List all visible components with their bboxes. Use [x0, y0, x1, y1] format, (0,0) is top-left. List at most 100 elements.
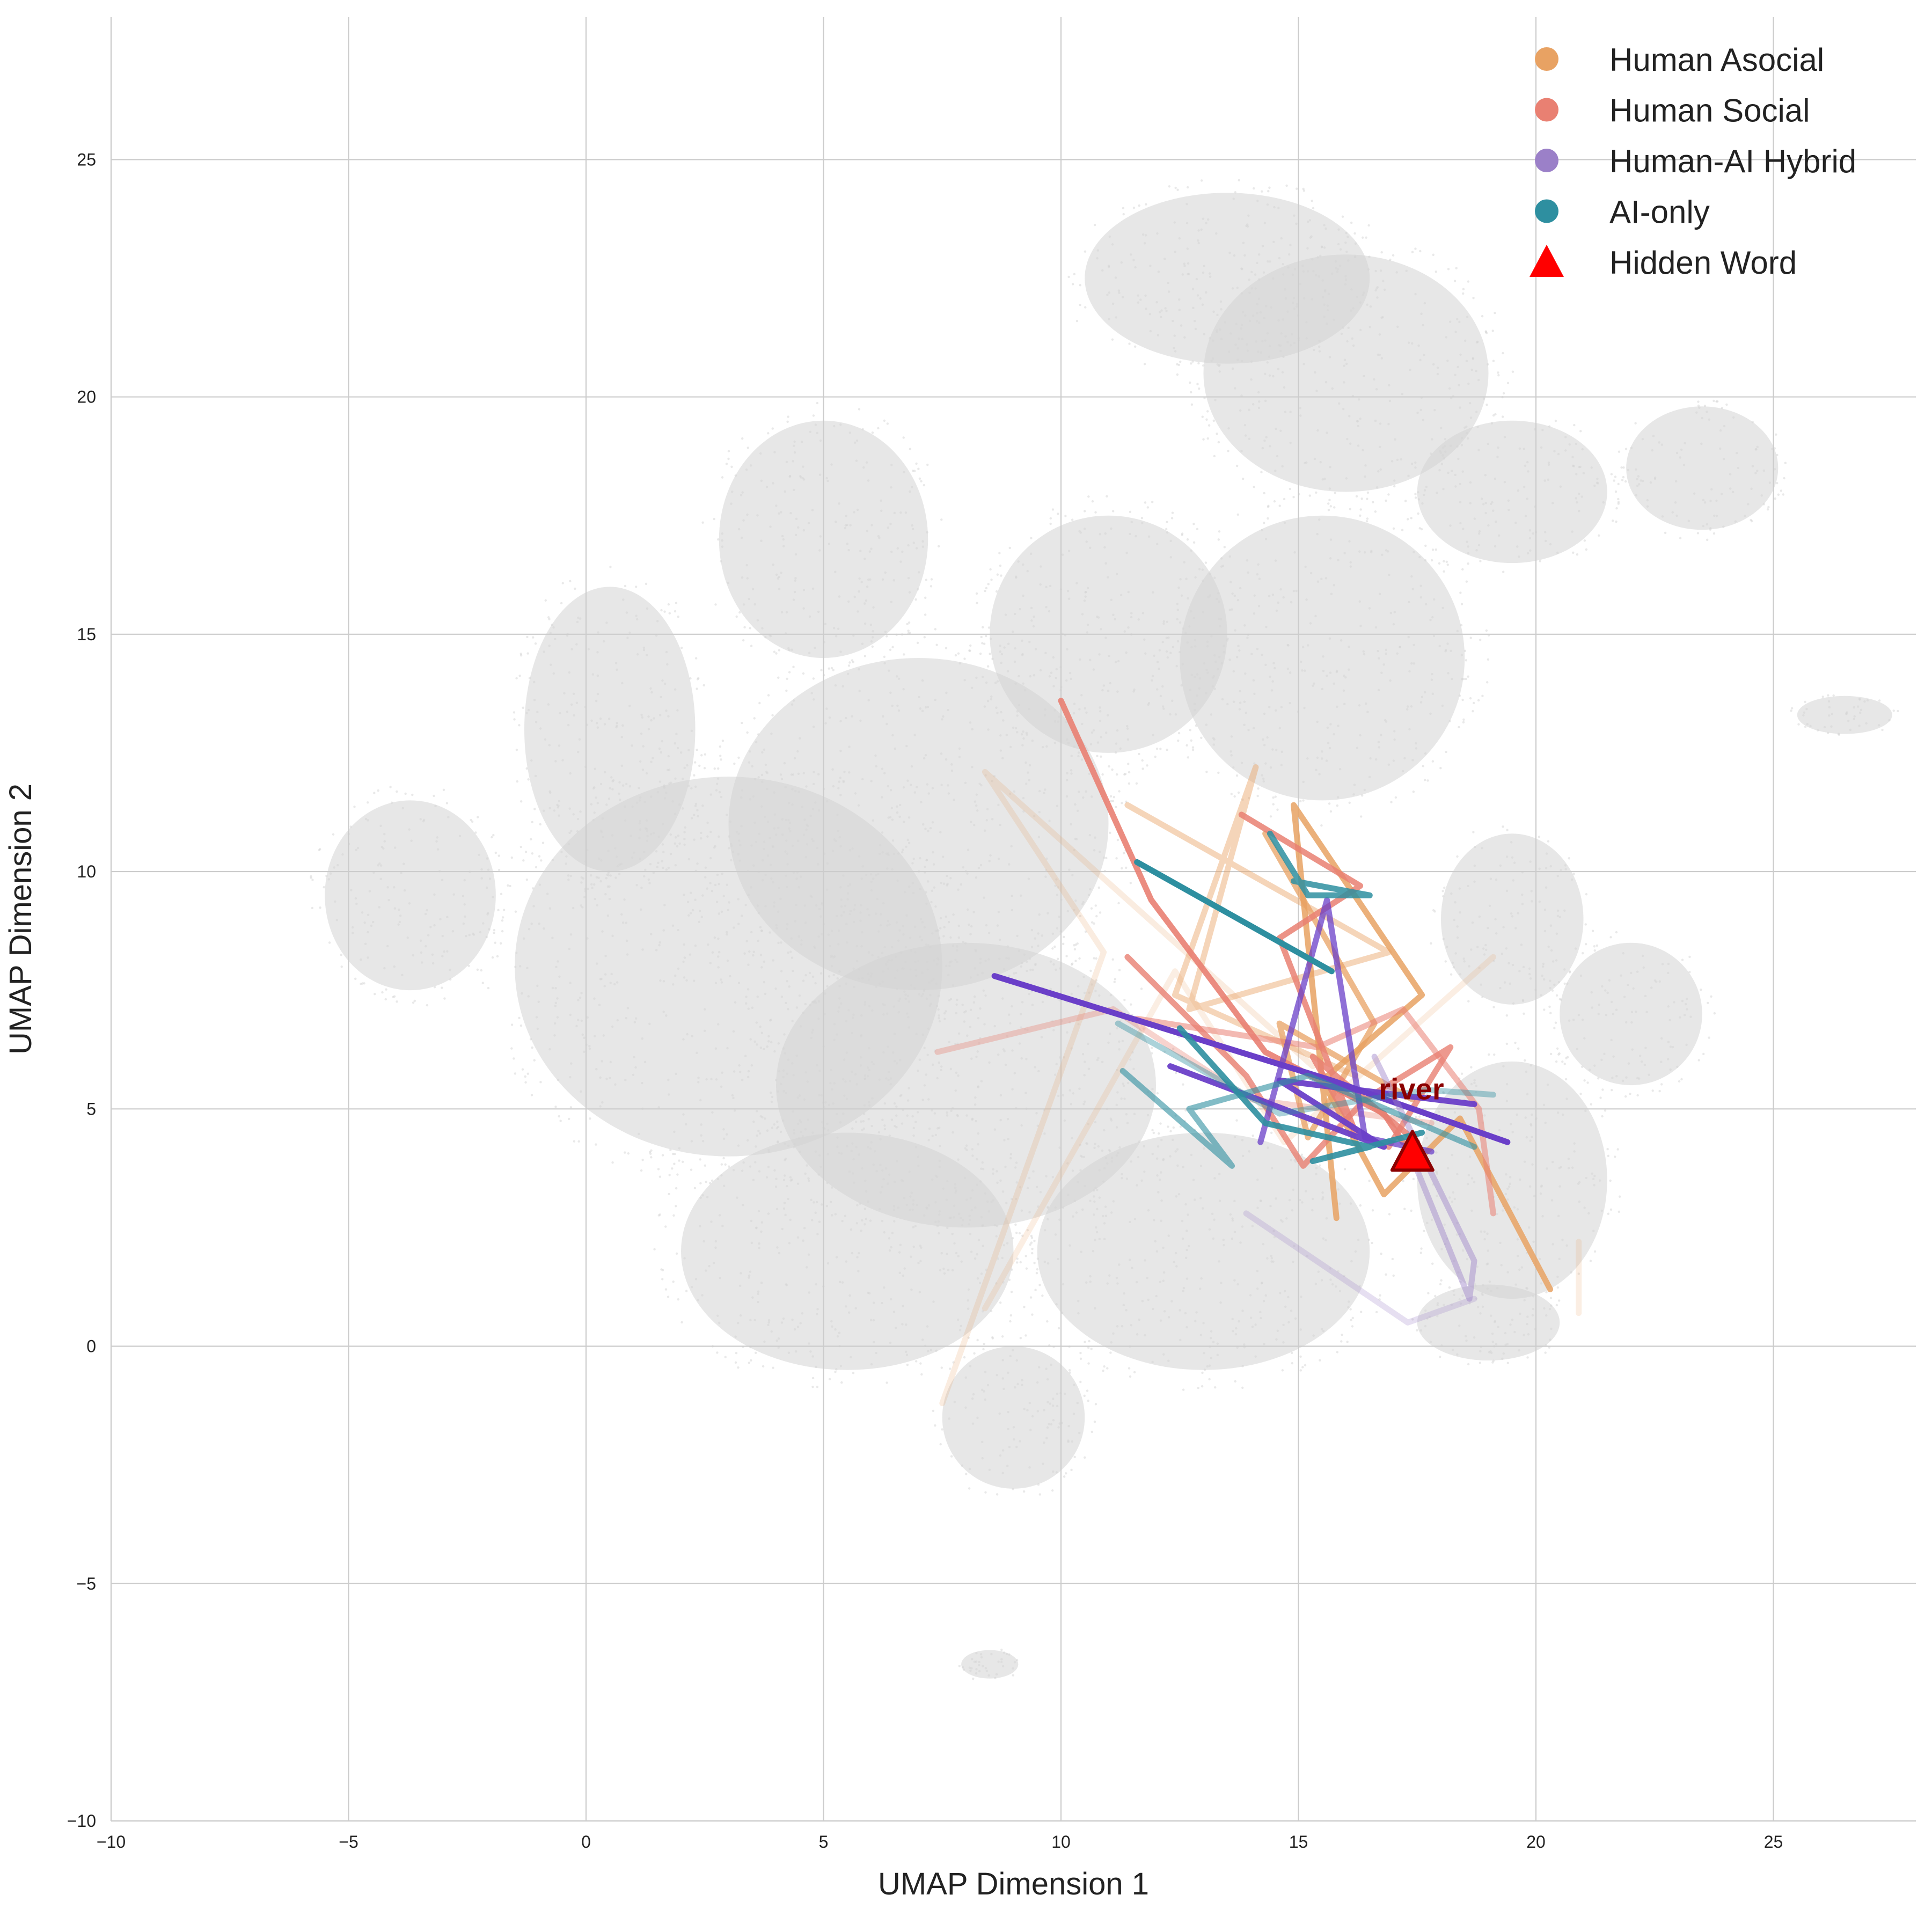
background-point — [848, 1294, 851, 1297]
background-point — [1079, 284, 1081, 287]
background-point — [1019, 1336, 1022, 1340]
background-point — [757, 776, 760, 779]
background-point — [1144, 1259, 1146, 1262]
background-point — [1481, 694, 1484, 698]
background-point — [806, 1266, 808, 1269]
background-point — [532, 905, 535, 908]
background-point — [709, 882, 712, 884]
background-point — [1253, 762, 1256, 765]
background-point — [671, 1167, 674, 1170]
background-point — [1494, 477, 1497, 480]
background-point — [1751, 465, 1754, 467]
background-point — [1239, 1241, 1242, 1244]
background-point — [1528, 967, 1531, 970]
background-point — [683, 943, 685, 946]
background-point — [1539, 560, 1541, 562]
background-point — [903, 1267, 906, 1270]
background-point — [1467, 562, 1469, 565]
background-point — [549, 791, 552, 794]
background-point — [890, 550, 893, 553]
background-point — [745, 468, 748, 471]
background-point — [413, 999, 416, 1003]
background-point — [1007, 1410, 1009, 1414]
background-point — [1462, 718, 1465, 721]
background-point — [1174, 186, 1177, 189]
background-point — [590, 883, 593, 886]
background-point — [1069, 671, 1072, 675]
background-point — [940, 752, 943, 755]
background-point — [1481, 847, 1483, 850]
background-point — [1316, 533, 1319, 536]
background-point — [1432, 253, 1435, 256]
background-point — [1268, 595, 1271, 597]
background-point — [1044, 788, 1046, 791]
background-point — [725, 931, 728, 934]
background-point — [1072, 1092, 1075, 1095]
background-point — [836, 1145, 839, 1148]
background-point — [968, 1223, 970, 1226]
background-point — [1093, 849, 1096, 852]
background-point — [918, 571, 920, 574]
background-point — [1719, 447, 1722, 450]
background-point — [1336, 1351, 1339, 1353]
background-point — [778, 575, 780, 579]
background-point — [1292, 1188, 1295, 1191]
background-point — [1544, 539, 1547, 543]
background-point — [1089, 743, 1093, 746]
background-point — [722, 1137, 726, 1140]
background-point — [804, 856, 807, 859]
background-point — [548, 645, 551, 647]
background-point — [976, 1158, 978, 1161]
background-point — [1083, 599, 1086, 602]
background-point — [690, 787, 693, 790]
background-point — [311, 879, 314, 881]
background-point — [859, 550, 862, 552]
background-point — [1484, 474, 1487, 477]
background-point — [885, 1381, 888, 1384]
background-point — [747, 447, 749, 449]
background-point — [667, 1296, 670, 1298]
background-point — [1151, 1360, 1154, 1364]
background-point — [1008, 1445, 1011, 1448]
background-point — [1547, 463, 1550, 466]
background-point — [1300, 660, 1302, 663]
background-point — [1109, 831, 1111, 835]
background-point — [635, 614, 638, 617]
background-point — [986, 1384, 990, 1387]
background-point — [642, 745, 645, 748]
background-point — [1191, 288, 1195, 290]
background-point — [958, 662, 961, 665]
background-point — [1171, 511, 1174, 514]
background-point — [598, 1004, 601, 1006]
background-point — [355, 848, 358, 851]
background-point — [696, 687, 698, 690]
background-point — [747, 988, 750, 991]
background-point — [917, 1155, 920, 1158]
background-point — [704, 866, 707, 869]
background-point — [928, 1127, 931, 1130]
background-point — [1070, 769, 1073, 772]
background-point — [838, 997, 841, 1000]
background-point — [705, 1078, 708, 1081]
background-point — [807, 1253, 810, 1256]
background-point — [819, 439, 822, 442]
background-point — [1550, 949, 1553, 952]
background-point — [1192, 523, 1195, 525]
background-point — [737, 1144, 740, 1147]
background-point — [1329, 465, 1331, 469]
background-point — [1130, 616, 1133, 619]
background-point — [888, 1071, 890, 1073]
background-point — [1054, 884, 1057, 887]
background-point — [1111, 302, 1115, 305]
background-point — [860, 1230, 862, 1232]
background-point — [714, 1240, 718, 1243]
background-point — [798, 1094, 801, 1097]
background-point — [1101, 689, 1104, 692]
background-point — [726, 814, 728, 816]
background-point — [1292, 589, 1296, 592]
background-point — [1387, 493, 1390, 496]
background-point — [1459, 973, 1462, 976]
background-point — [1178, 309, 1181, 311]
background-point — [1448, 387, 1451, 390]
background-point — [780, 970, 783, 972]
